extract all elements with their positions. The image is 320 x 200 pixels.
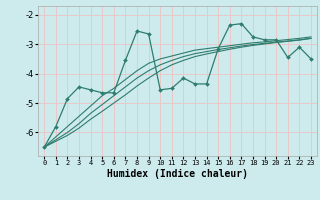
X-axis label: Humidex (Indice chaleur): Humidex (Indice chaleur) <box>107 169 248 179</box>
